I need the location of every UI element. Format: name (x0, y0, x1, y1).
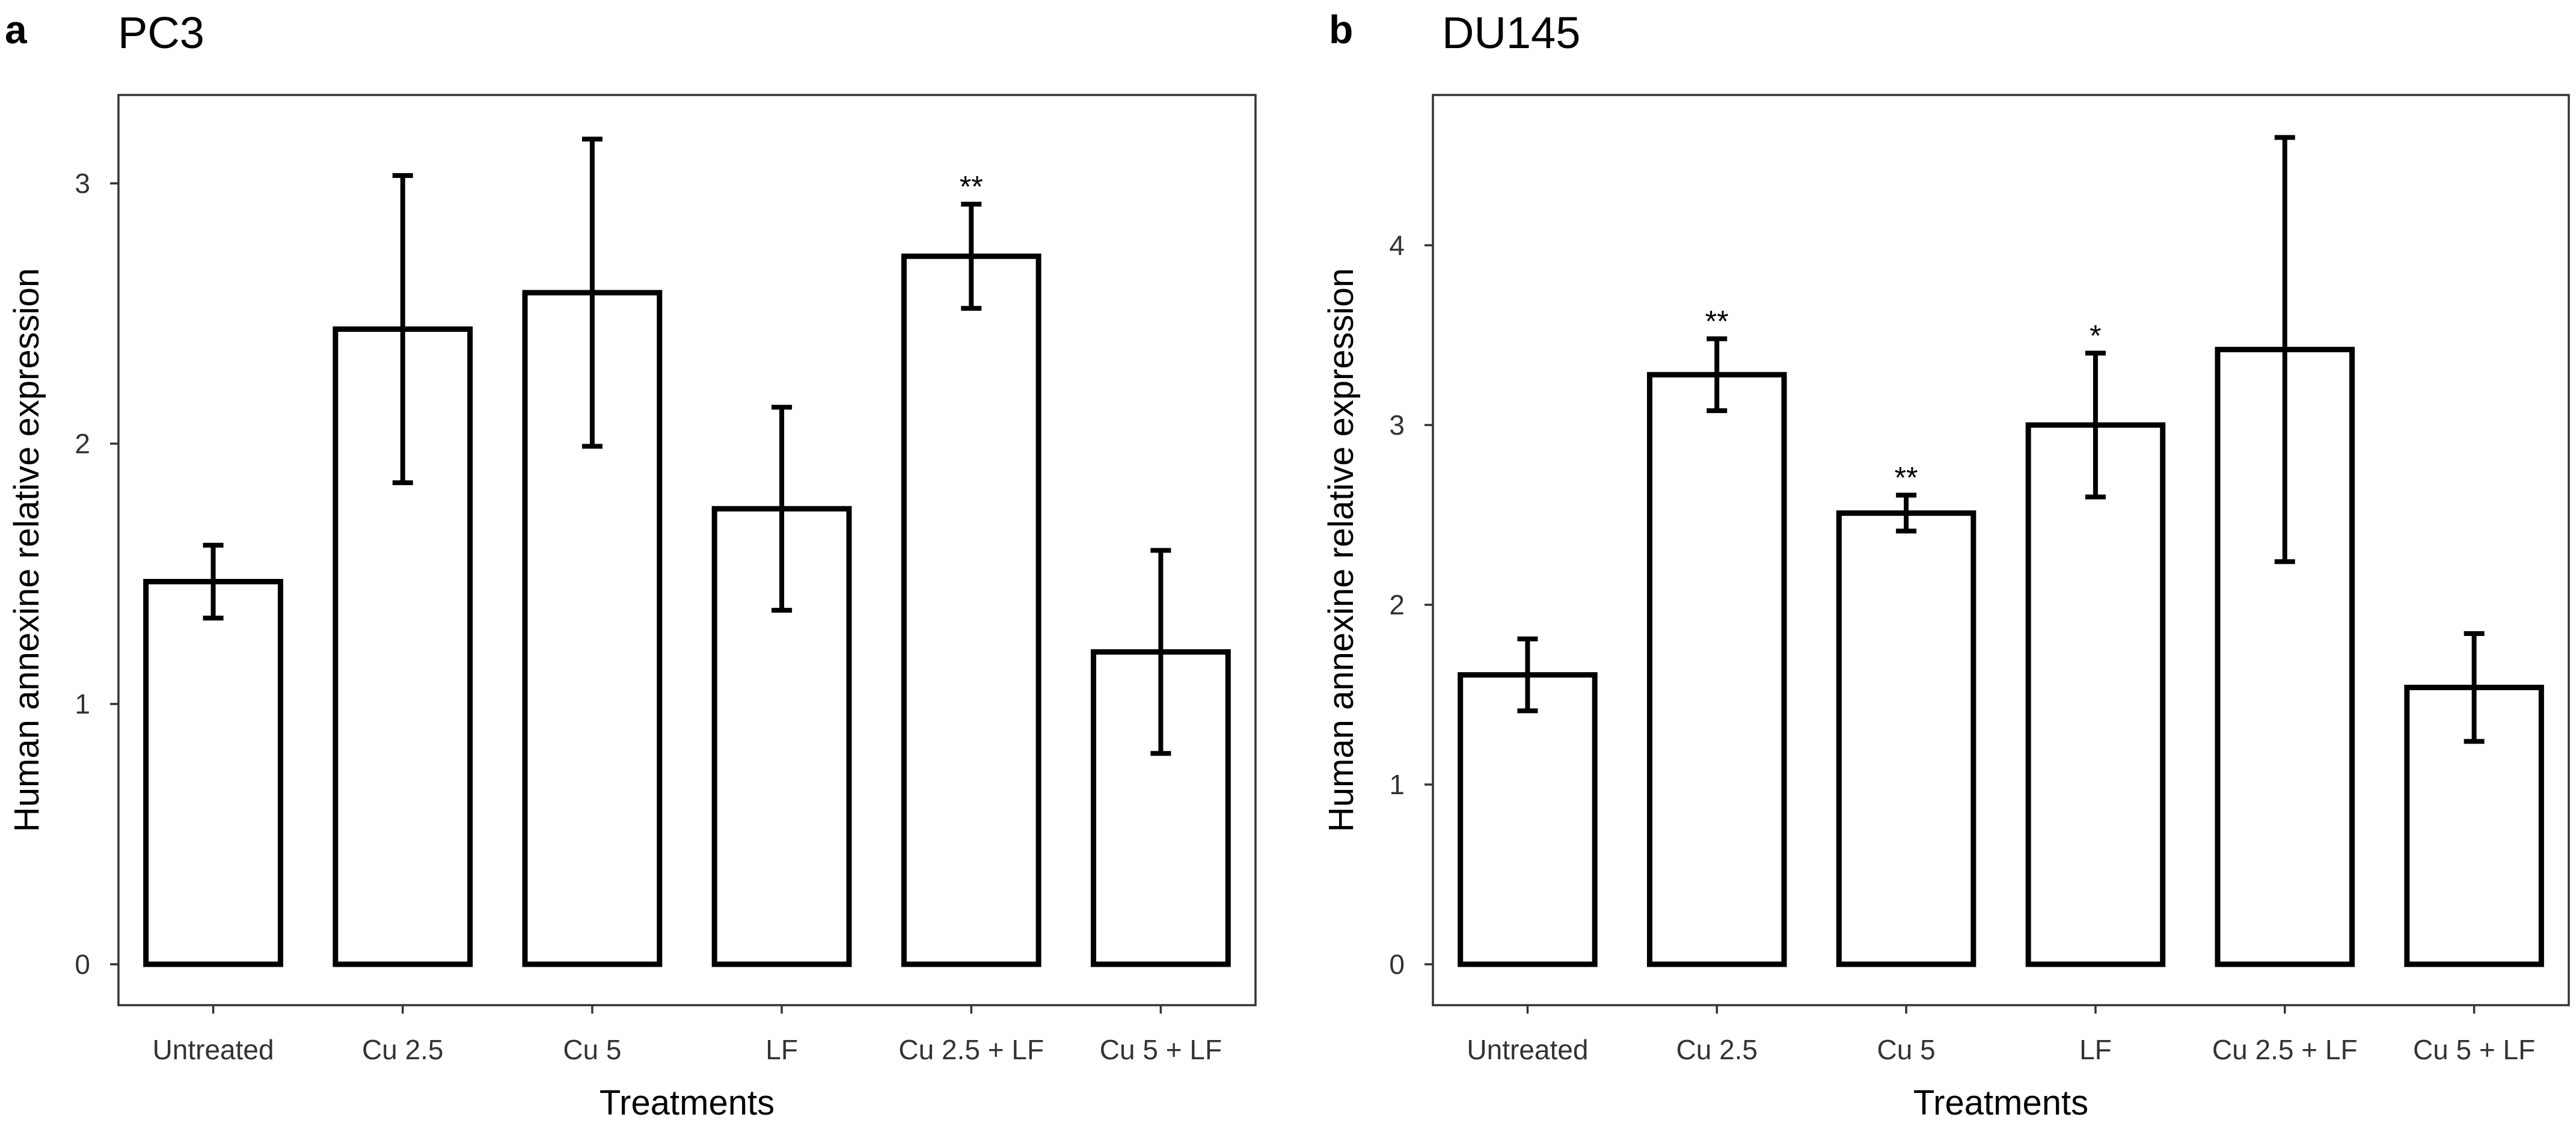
bar (2404, 685, 2544, 967)
y-tick-label: 4 (1389, 230, 1405, 261)
chart-title: PC3 (118, 8, 204, 58)
y-tick-label: 2 (1389, 589, 1405, 620)
x-tick-label: Cu 2.5 (1676, 1034, 1758, 1065)
x-axis-title: Treatments (1913, 1083, 2088, 1122)
significance-annotation: ** (960, 170, 983, 204)
y-tick-label: 1 (1389, 769, 1405, 800)
x-tick-label: Cu 5 (1877, 1034, 1935, 1065)
x-tick-label: Untreated (153, 1034, 274, 1065)
bar (901, 253, 1041, 967)
panel-letter: a (5, 7, 28, 52)
plot-frame (117, 94, 1257, 1006)
x-axis-title: Treatments (600, 1083, 774, 1122)
y-tick-label: 0 (1389, 949, 1405, 980)
significance-annotation: ** (1895, 461, 1918, 495)
x-tick-label: Cu 2.5 + LF (2212, 1034, 2358, 1065)
significance-annotation: ** (1705, 304, 1729, 338)
y-tick-label: 1 (75, 688, 90, 720)
panel-letter: b (1329, 7, 1353, 52)
y-tick-label: 3 (1389, 409, 1405, 441)
y-tick-label: 2 (75, 428, 90, 459)
y-tick-label: 0 (75, 949, 90, 980)
significance-annotation: * (2090, 319, 2101, 352)
bar (1836, 510, 1976, 967)
x-tick-label: Cu 2.5 + LF (898, 1034, 1044, 1065)
plot-frame (1432, 94, 2570, 1006)
bar (2025, 422, 2166, 967)
bar (1646, 372, 1787, 967)
bar (711, 506, 852, 967)
y-axis-title: Human annexine relative expression (1322, 268, 1361, 832)
bar (1458, 672, 1598, 967)
chart-title: DU145 (1442, 8, 1580, 58)
x-tick-label: Cu 5 (563, 1034, 621, 1065)
x-tick-label: LF (2079, 1034, 2112, 1065)
x-tick-label: Cu 5 + LF (1100, 1034, 1222, 1065)
x-tick-label: Cu 5 + LF (2413, 1034, 2535, 1065)
x-tick-label: Untreated (1467, 1034, 1588, 1065)
panel-a: a PC3 0 1 2 3 Human annexine relative expressi… (5, 7, 1257, 1122)
panel-b: b DU145 0 1 2 3 4 Human annexine relative expre… (1322, 7, 2570, 1122)
y-axis-title: Human annexine relative expression (7, 268, 46, 832)
y-tick-label: 3 (75, 168, 90, 199)
x-tick-label: Cu 2.5 (362, 1034, 444, 1065)
bar (143, 578, 283, 967)
x-tick-label: LF (765, 1034, 798, 1065)
